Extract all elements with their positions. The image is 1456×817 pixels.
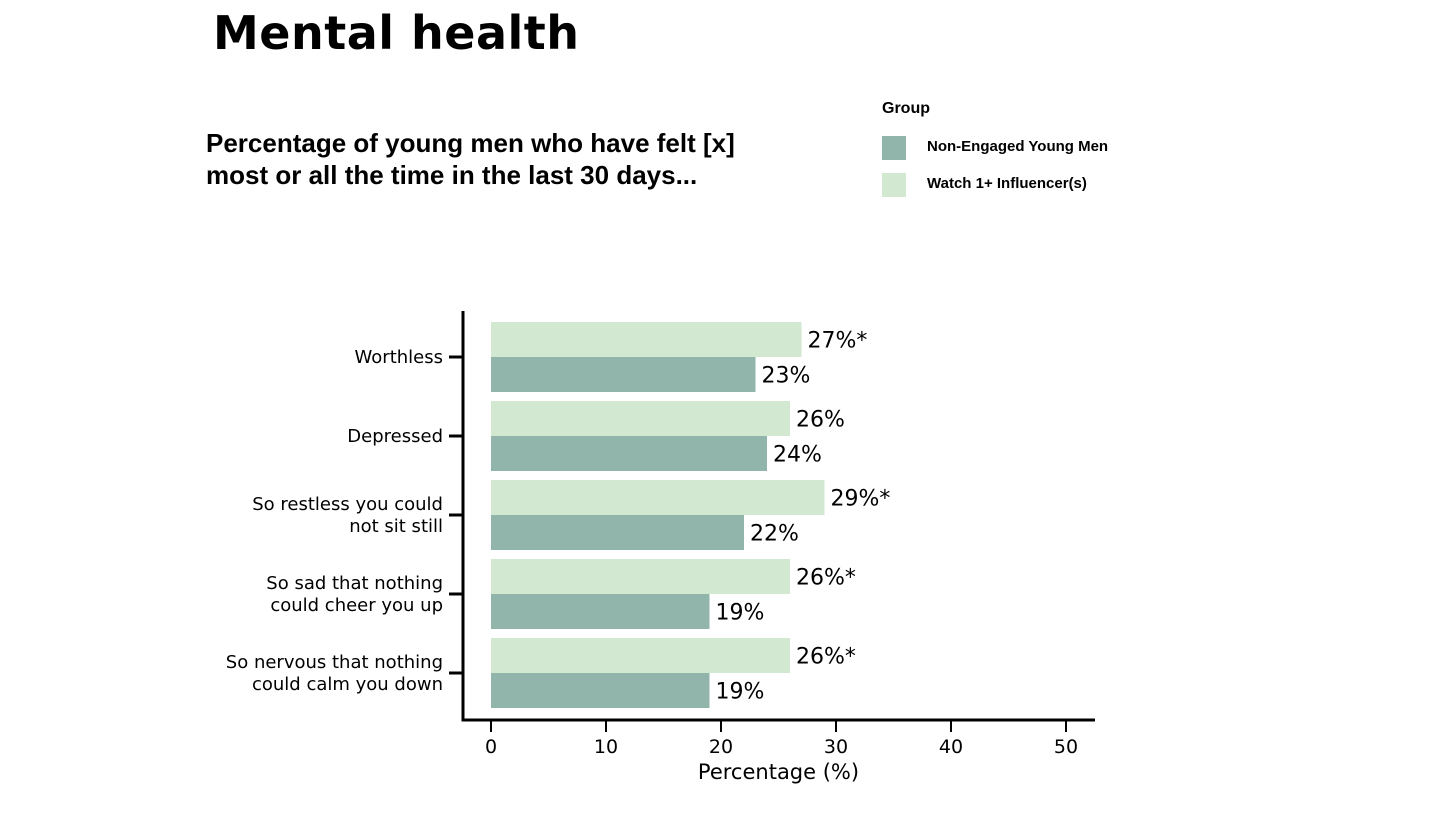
legend-swatch-non-engaged (882, 136, 906, 160)
category-label-2-line-0: So restless you could (252, 494, 443, 515)
value-label-influencer-1: 26% (796, 408, 845, 433)
category-label-3-line-0: So sad that nothing (266, 573, 443, 594)
x-tick-label-40: 40 (939, 736, 963, 758)
bar-influencer-4 (491, 638, 790, 673)
legend-swatch-influencer (882, 173, 906, 197)
value-label-non-engaged-1: 24% (773, 443, 822, 468)
chart-subtitle: Percentage of young men who have felt [x… (206, 128, 735, 190)
bar-non-engaged-3 (491, 594, 710, 629)
legend-item-non-engaged: Non-Engaged Young Men (882, 136, 1182, 160)
value-label-non-engaged-4: 19% (716, 680, 765, 705)
category-label-4-line-0: So nervous that nothing (226, 652, 443, 673)
x-tick-label-0: 0 (485, 736, 497, 758)
value-label-non-engaged-3: 19% (716, 601, 765, 626)
value-label-influencer-3: 26%* (796, 566, 856, 591)
bar-influencer-1 (491, 401, 790, 436)
legend-title: Group (882, 100, 930, 117)
x-tick-label-10: 10 (594, 736, 618, 758)
bar-influencer-0 (491, 322, 802, 357)
legend-item-influencer: Watch 1+ Influencer(s) (882, 173, 1182, 197)
bar-influencer-2 (491, 480, 825, 515)
category-label-4-line-1: could calm you down (252, 674, 443, 695)
x-axis-label: Percentage (%) (698, 760, 859, 784)
category-label-3-line-1: could cheer you up (270, 595, 443, 616)
legend-label-influencer: Watch 1+ Influencer(s) (927, 175, 1087, 192)
category-label-0: Worthless (355, 347, 443, 368)
bar-non-engaged-4 (491, 673, 710, 708)
bar-non-engaged-1 (491, 436, 767, 471)
x-tick-label-50: 50 (1054, 736, 1078, 758)
legend: Group Non-Engaged Young Men Watch 1+ Inf… (882, 100, 1182, 210)
bar-influencer-3 (491, 559, 790, 594)
value-label-influencer-0: 27%* (808, 329, 868, 354)
category-label-1: Depressed (347, 426, 443, 447)
value-label-influencer-4: 26%* (796, 645, 856, 670)
x-tick-label-30: 30 (824, 736, 848, 758)
value-label-non-engaged-2: 22% (750, 522, 799, 547)
x-tick-label-20: 20 (709, 736, 733, 758)
value-label-non-engaged-0: 23% (762, 364, 811, 389)
bar-non-engaged-0 (491, 357, 756, 392)
legend-label-non-engaged: Non-Engaged Young Men (927, 138, 1109, 155)
page-title: Mental health (213, 6, 580, 60)
bar-non-engaged-2 (491, 515, 744, 550)
category-label-2-line-1: not sit still (349, 516, 443, 537)
value-label-influencer-2: 29%* (831, 487, 891, 512)
